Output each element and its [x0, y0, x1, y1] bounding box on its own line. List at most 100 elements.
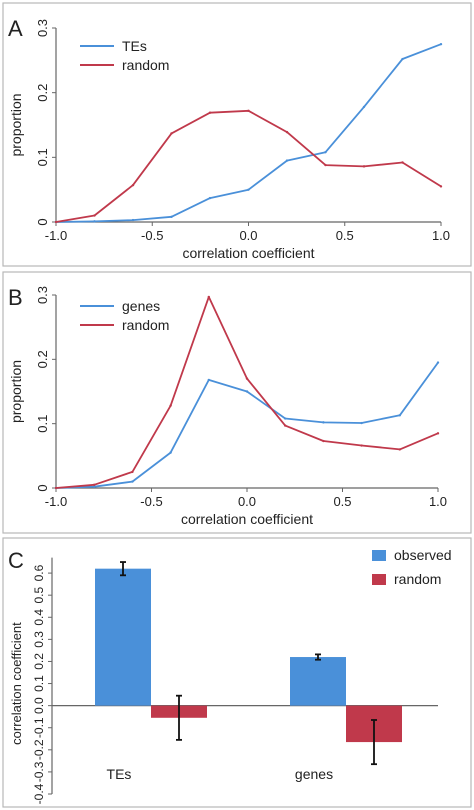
- x-tick-label: 1.0: [432, 228, 450, 243]
- panel-c-label: C: [8, 548, 24, 573]
- series-line-TEs: [55, 43, 442, 223]
- y-tick-label: 0: [35, 218, 50, 225]
- series-line-genes: [55, 362, 439, 489]
- data-point-genes: [245, 390, 249, 393]
- y-tick-label: 0.2: [32, 653, 46, 670]
- data-point-random: [398, 448, 401, 451]
- data-point-random: [285, 130, 289, 134]
- panel-c-frame: [2, 537, 472, 808]
- data-point-genes: [131, 480, 134, 483]
- data-point-random: [208, 111, 212, 114]
- y-tick-label: -0.4: [32, 783, 46, 804]
- x-tick-label: 0.5: [336, 228, 354, 243]
- panel-a-label: A: [8, 16, 23, 41]
- y-tick-label: 0.0: [32, 697, 46, 714]
- x-tick-label: 0.0: [239, 228, 257, 243]
- x-tick-label: 0.5: [333, 494, 351, 509]
- y-axis-label: correlation coefficient: [9, 622, 24, 745]
- bar-observed-genes: [290, 657, 346, 706]
- y-tick-label: 0.4: [32, 609, 46, 626]
- data-point-genes: [322, 421, 325, 424]
- data-point-random: [247, 109, 250, 112]
- data-point-genes: [436, 361, 440, 364]
- data-point-random: [207, 295, 210, 299]
- data-point-TEs: [285, 159, 289, 162]
- data-point-TEs: [362, 105, 366, 109]
- data-point-genes: [284, 417, 287, 420]
- legend-label-random: random: [122, 57, 169, 73]
- data-point-random: [93, 214, 96, 217]
- data-point-random: [170, 132, 173, 135]
- data-point-random: [439, 185, 443, 188]
- data-point-genes: [169, 451, 172, 454]
- data-point-random: [360, 444, 363, 447]
- panel-b-label: B: [8, 285, 23, 310]
- data-point-genes: [93, 485, 96, 488]
- y-tick-label: 0.3: [35, 19, 50, 37]
- x-axis-label: correlation coefficient: [182, 245, 314, 261]
- x-tick-label: -1.0: [45, 494, 67, 509]
- data-point-genes: [360, 421, 363, 425]
- data-point-TEs: [247, 188, 250, 191]
- legend-swatch-random: [372, 574, 386, 585]
- legend-swatch-observed: [372, 550, 386, 561]
- panel-b: B -1.0 -0.5 0.0 0.5 1.0 0 0.1 0.2 0.3 correlation…: [2, 271, 472, 534]
- panel-a-frame: [2, 2, 472, 267]
- series-line-random: [55, 109, 442, 223]
- x-axis-label: correlation coefficient: [181, 511, 313, 527]
- y-tick-label: 0.6: [32, 564, 46, 581]
- data-point-random: [54, 220, 58, 224]
- panel-c: C -0.4-0.3-0.2-0.1 0.0 0.1 0.2 0.3 0.4 0.5 0.6 c…: [2, 537, 472, 808]
- x-tick-label: -1.0: [45, 228, 67, 243]
- data-point-TEs: [439, 42, 443, 46]
- legend-label-TEs: TEs: [122, 38, 147, 54]
- y-tick-label: 0.2: [35, 84, 50, 102]
- y-axis-label: proportion: [8, 360, 24, 423]
- y-axis-label: proportion: [8, 93, 24, 156]
- x-tick-label: 1.0: [429, 494, 447, 509]
- data-point-TEs: [93, 220, 96, 223]
- y-tick-label: -0.3: [32, 761, 46, 782]
- data-point-TEs: [401, 57, 404, 61]
- data-point-random: [93, 483, 96, 486]
- y-tick-label: -0.2: [32, 739, 46, 760]
- x-tick-label: -0.5: [140, 494, 162, 509]
- data-point-genes: [207, 378, 210, 382]
- data-point-random: [54, 486, 58, 490]
- data-point-random: [436, 432, 440, 435]
- data-point-TEs: [208, 196, 212, 200]
- data-point-random: [401, 161, 404, 164]
- data-point-random: [131, 183, 135, 187]
- panel-a: A -1.0 -0.5 0.0 0.5 1.0 0 0.1 0.2 0.3 correlation…: [2, 2, 472, 267]
- data-point-random: [169, 404, 172, 407]
- y-tick-label: 0.3: [35, 286, 50, 304]
- y-tick-label: 0.1: [35, 148, 50, 166]
- legend-label-random: random: [122, 317, 169, 333]
- category-label-genes: genes: [295, 766, 333, 782]
- y-tick-label: 0.3: [32, 631, 46, 648]
- legend-label-random: random: [394, 571, 441, 587]
- data-point-random: [322, 439, 325, 443]
- data-point-random: [245, 377, 249, 380]
- data-point-TEs: [324, 150, 327, 154]
- data-point-TEs: [170, 215, 173, 219]
- category-label-TEs: TEs: [107, 766, 132, 782]
- data-point-random: [284, 424, 287, 427]
- y-tick-label: 0.1: [32, 675, 46, 692]
- data-point-genes: [398, 414, 401, 417]
- panel-b-frame: [2, 271, 472, 534]
- x-tick-label: -0.5: [141, 228, 163, 243]
- y-tick-label: -0.1: [32, 717, 46, 738]
- legend-label-observed: observed: [394, 547, 452, 563]
- data-point-random: [324, 163, 327, 167]
- data-point-random: [131, 470, 134, 474]
- y-tick-label: 0.5: [32, 587, 46, 604]
- y-tick-label: 0.2: [35, 350, 50, 368]
- x-tick-label: 0.0: [238, 494, 256, 509]
- data-point-TEs: [131, 218, 135, 222]
- legend-label-genes: genes: [122, 298, 160, 314]
- y-tick-label: 0.1: [35, 415, 50, 433]
- bar-observed-TEs: [95, 568, 151, 706]
- y-tick-label: 0: [35, 484, 50, 491]
